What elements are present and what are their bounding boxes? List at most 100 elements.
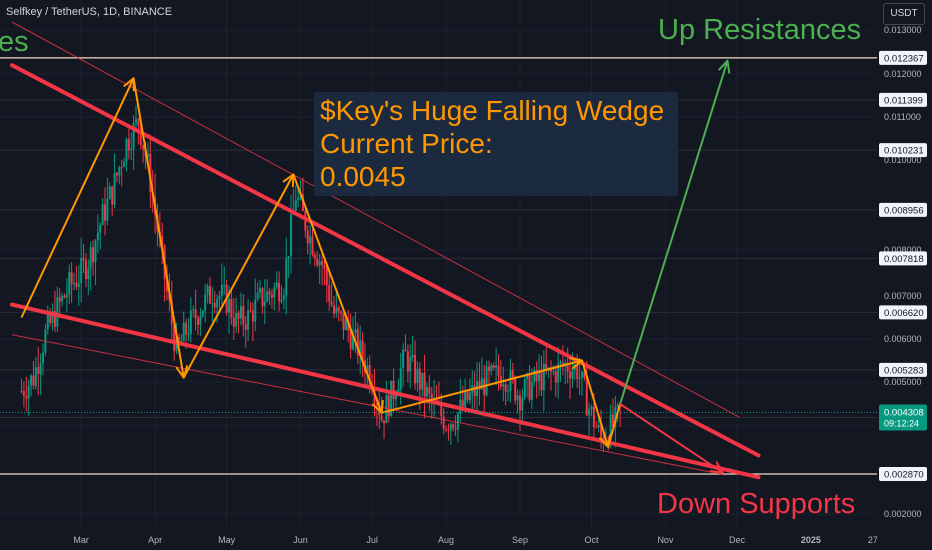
- price-level-badge: [879, 466, 927, 481]
- candle-body: [383, 420, 386, 424]
- candle-body: [580, 371, 583, 378]
- candle-body: [208, 285, 211, 304]
- candle-body: [356, 329, 359, 356]
- candle-body: [318, 261, 321, 266]
- price-tick-label: 0.008000: [884, 245, 922, 255]
- candle-body: [182, 322, 185, 341]
- time-tick-label: Mar: [73, 535, 89, 545]
- candle-body: [287, 256, 290, 259]
- candle-body: [75, 282, 78, 287]
- candle-body: [261, 288, 264, 307]
- candle-body: [297, 197, 300, 200]
- candle-body: [228, 298, 231, 313]
- candle-body: [309, 236, 312, 244]
- candle-body: [294, 199, 297, 211]
- candle-body: [56, 297, 59, 327]
- candle-body: [337, 307, 340, 312]
- price-tick-label: 0.010000: [884, 155, 922, 165]
- candle-body: [583, 371, 586, 379]
- candle-body: [73, 282, 76, 285]
- up-resistances-label: Up Resistances: [658, 14, 862, 46]
- time-tick-label: Oct: [585, 535, 600, 545]
- price-level-badge-text: 0.002870: [884, 469, 924, 480]
- candle-body: [213, 302, 216, 308]
- candle-body: [507, 391, 510, 393]
- time-axis-background: [0, 527, 932, 550]
- price-tick-label: 0.006000: [884, 334, 922, 344]
- candle-body: [423, 372, 426, 397]
- price-level-badge: [879, 251, 927, 266]
- candle-body: [185, 322, 188, 335]
- projection-down-arrowhead: [709, 461, 724, 474]
- candle-body: [349, 330, 352, 350]
- candle-body: [576, 364, 579, 379]
- time-axis: Mar Apr May Jun Jul Aug Sep Oct Nov Dec 2025 27: [73, 535, 878, 545]
- candle-body: [614, 406, 617, 427]
- candle-body: [139, 125, 142, 146]
- candle-body: [492, 365, 495, 368]
- wedge-lower-line: [10, 302, 761, 480]
- price-tick-label: 0.005000: [884, 377, 922, 387]
- candle-body: [366, 364, 369, 373]
- candle-body: [68, 272, 71, 295]
- candle-body: [552, 371, 555, 373]
- candle-body: [404, 349, 407, 352]
- candle-body: [549, 367, 552, 372]
- candle-body: [239, 306, 242, 319]
- candle-body: [449, 424, 452, 431]
- price-level-badge: [879, 143, 927, 158]
- price-axis: 0.0020000.0040000.0050000.0060000.007000…: [879, 25, 927, 519]
- zigzag-arrowhead: [175, 365, 189, 379]
- price-level-badge-text: 0.006620: [884, 308, 924, 319]
- time-tick-label: Jun: [293, 535, 308, 545]
- candle-body: [368, 364, 371, 386]
- candle-body: [399, 368, 402, 390]
- candle-body: [538, 371, 541, 381]
- candle-body: [120, 167, 123, 169]
- candle-body: [385, 395, 388, 424]
- candle-body: [127, 139, 130, 151]
- price-level-badge: [879, 92, 927, 107]
- candle-body: [490, 365, 493, 371]
- time-tick-label: Apr: [148, 535, 162, 545]
- candle-body: [616, 404, 619, 407]
- candle-body: [487, 366, 490, 371]
- candle-body: [590, 406, 593, 410]
- candle-body: [280, 299, 283, 302]
- zigzag-arrowhead: [569, 357, 583, 370]
- price-axis-background: [877, 0, 932, 550]
- candle-body: [361, 340, 364, 361]
- currency-button[interactable]: USDT: [883, 3, 925, 25]
- candle-body: [99, 224, 102, 233]
- candle-body: [442, 416, 445, 430]
- candle-body: [113, 172, 116, 205]
- candle-body: [504, 384, 507, 392]
- candle-body: [340, 311, 343, 314]
- candle-body: [263, 301, 266, 307]
- candle-body: [387, 395, 390, 417]
- candle-body: [533, 370, 536, 383]
- zigzag-arrowhead: [123, 77, 135, 92]
- time-tick-label: Jul: [366, 535, 378, 545]
- candle-body: [268, 291, 271, 295]
- candle-body: [53, 311, 56, 327]
- candle-body: [311, 236, 314, 255]
- candle-body: [394, 395, 397, 400]
- candle-body: [254, 299, 257, 322]
- candle-body: [82, 257, 85, 261]
- candle-body: [557, 363, 560, 383]
- price-level-badge-text: 0.007818: [884, 254, 924, 265]
- candle-body: [237, 313, 240, 319]
- candle-body: [454, 428, 457, 430]
- candle-body: [571, 370, 574, 379]
- candle-body: [192, 309, 195, 311]
- candle-body: [49, 314, 52, 323]
- candle-body: [22, 391, 25, 397]
- candle-body: [418, 368, 421, 390]
- candle-body: [20, 390, 23, 392]
- price-level-badge-text: 0.011399: [884, 95, 923, 106]
- candle-body: [77, 283, 80, 287]
- symbol-title[interactable]: Selfkey / TetherUS, 1D, BINANCE: [6, 6, 173, 18]
